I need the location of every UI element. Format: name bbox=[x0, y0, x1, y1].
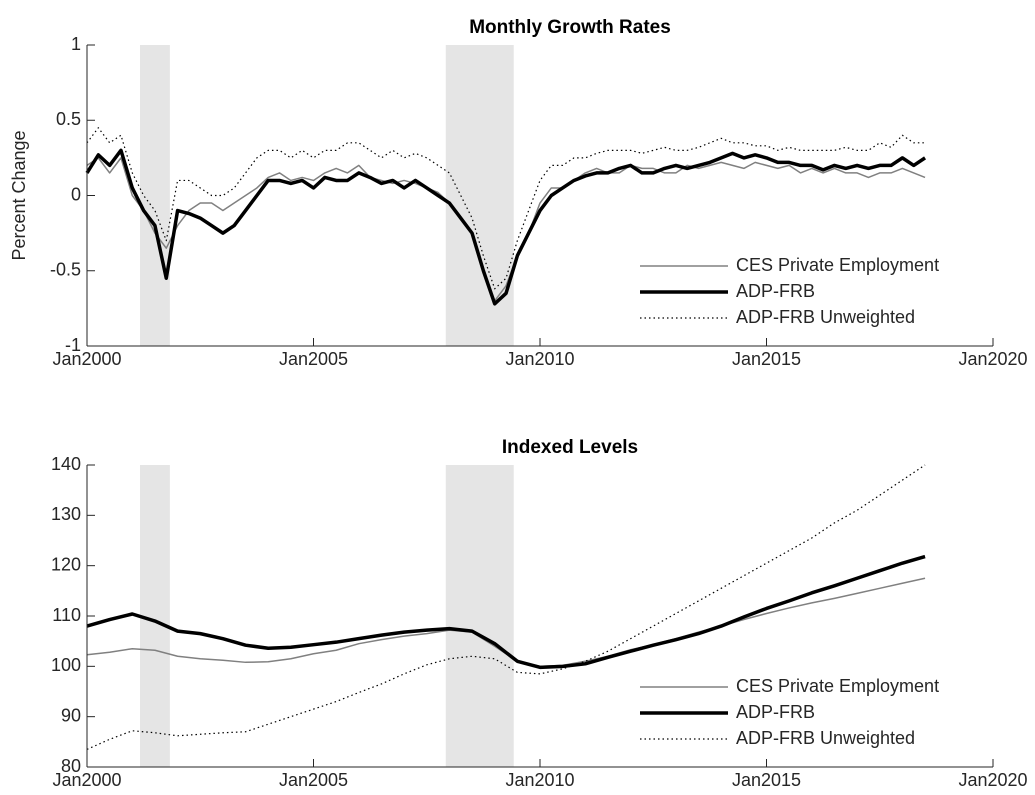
legend-label: ADP-FRB bbox=[736, 702, 815, 722]
x-tick-label: Jan2010 bbox=[505, 349, 574, 369]
legend-label: ADP-FRB bbox=[736, 281, 815, 301]
recession-shade bbox=[140, 45, 170, 346]
y-tick-label: 80 bbox=[61, 756, 81, 776]
y-tick-label: 120 bbox=[51, 554, 81, 574]
x-tick-label: Jan2000 bbox=[52, 770, 121, 790]
series-line bbox=[86, 157, 926, 302]
legend-label: ADP-FRB Unweighted bbox=[736, 307, 915, 327]
x-tick-label: Jan2015 bbox=[732, 349, 801, 369]
recession-shade bbox=[445, 45, 514, 346]
y-tick-label: 0 bbox=[71, 184, 81, 204]
x-tick-label: Jan2020 bbox=[958, 349, 1027, 369]
y-tick-label: 90 bbox=[61, 705, 81, 725]
recession-shade bbox=[445, 465, 514, 767]
x-tick-label: Jan2005 bbox=[279, 349, 348, 369]
y-tick-label: -0.5 bbox=[50, 260, 81, 280]
y-tick-label: 0.5 bbox=[56, 109, 81, 129]
x-tick-label: Jan2000 bbox=[52, 349, 121, 369]
chart-title: Monthly Growth Rates bbox=[469, 17, 671, 38]
x-tick-label: Jan2015 bbox=[732, 770, 801, 790]
legend-label: ADP-FRB Unweighted bbox=[736, 728, 915, 748]
x-tick-label: Jan2020 bbox=[958, 770, 1027, 790]
series-line bbox=[86, 554, 926, 670]
y-tick-label: -1 bbox=[65, 335, 81, 355]
x-tick-label: Jan2005 bbox=[279, 770, 348, 790]
y-tick-label: 100 bbox=[51, 655, 81, 675]
legend-label: CES Private Employment bbox=[736, 676, 939, 696]
chart-title: Indexed Levels bbox=[502, 437, 638, 458]
legend-label: CES Private Employment bbox=[736, 255, 939, 275]
y-tick-label: 110 bbox=[52, 605, 81, 625]
y-axis-label: Percent Change bbox=[9, 130, 29, 260]
y-tick-label: 130 bbox=[51, 504, 81, 524]
x-tick-label: Jan2010 bbox=[505, 770, 574, 790]
recession-shade bbox=[140, 465, 170, 767]
y-tick-label: 140 bbox=[51, 454, 81, 474]
y-tick-label: 1 bbox=[71, 34, 81, 54]
series-line bbox=[85, 148, 927, 306]
